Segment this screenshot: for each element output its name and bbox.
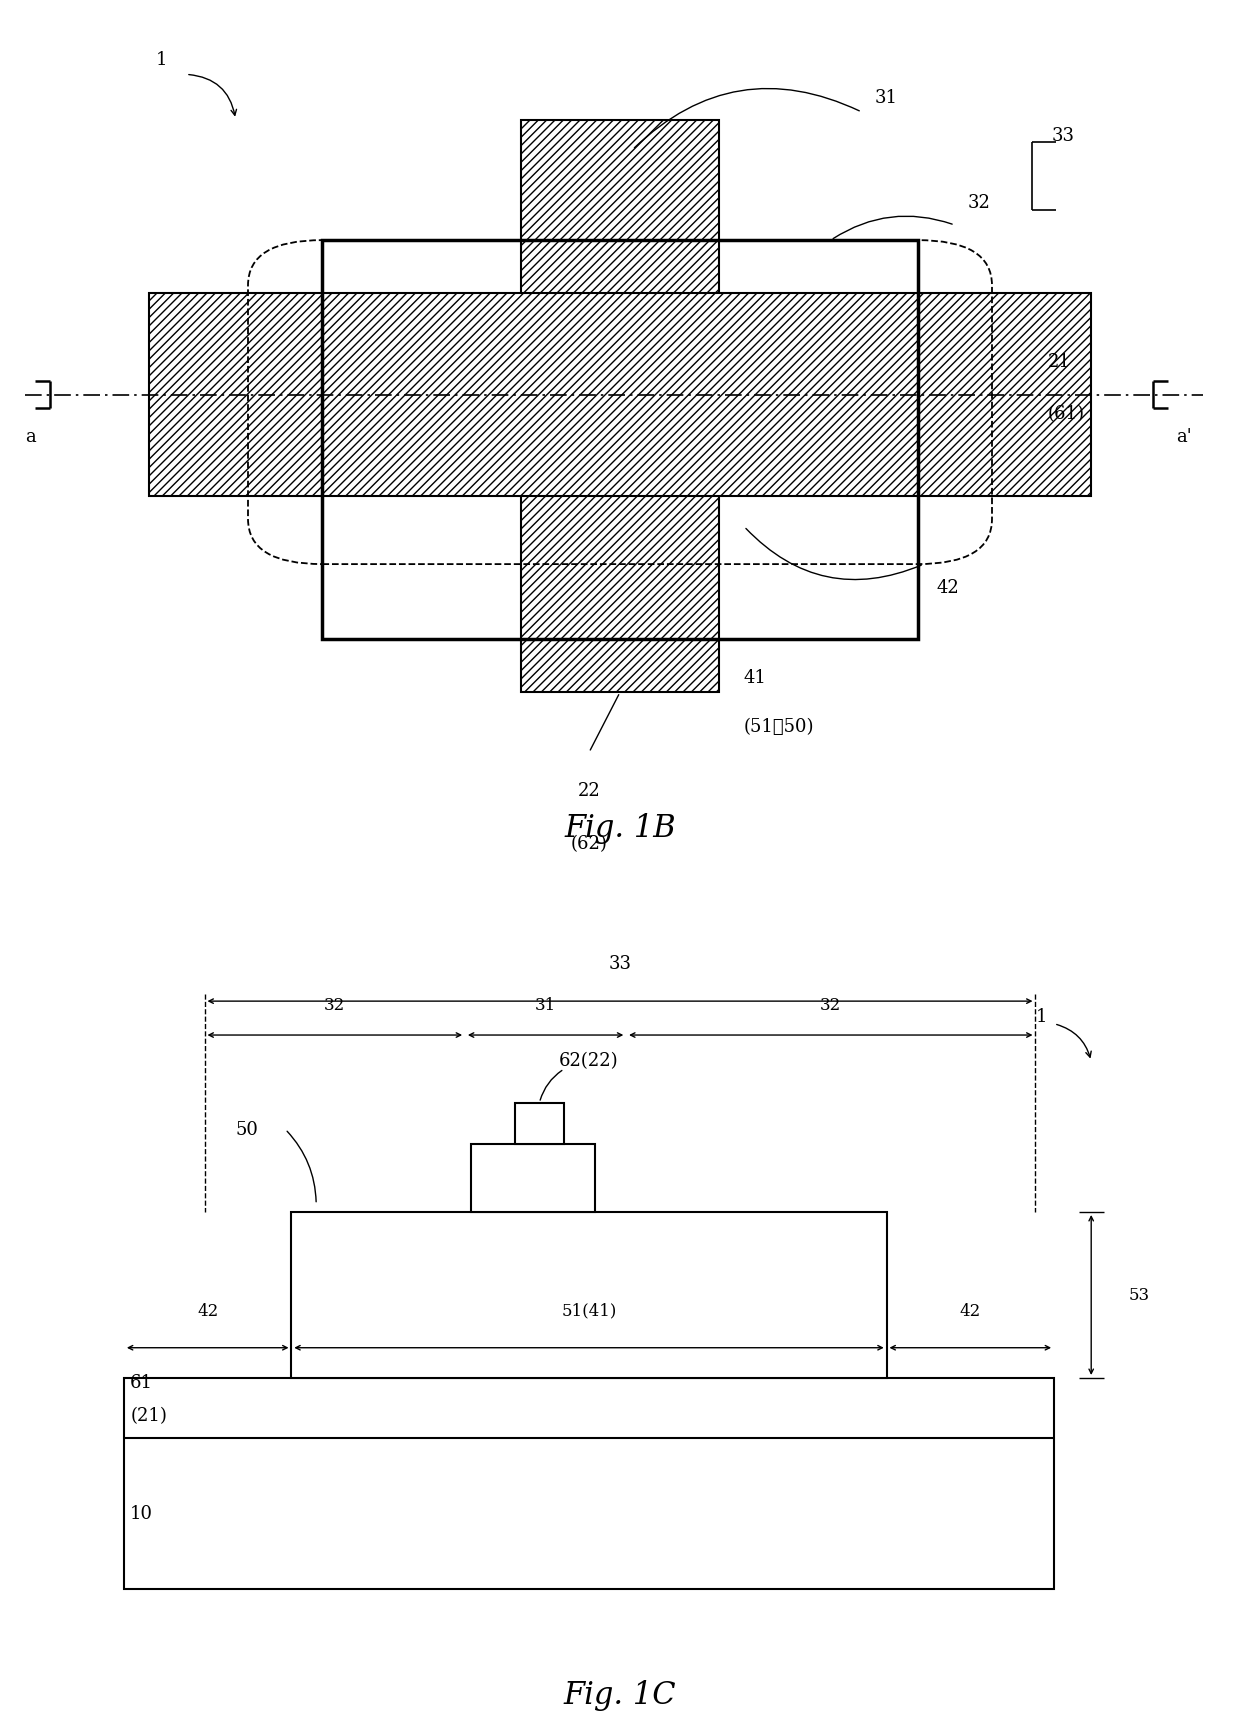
Text: (51・50): (51・50): [744, 717, 815, 736]
Text: 1: 1: [1035, 1008, 1048, 1025]
Text: 61: 61: [130, 1373, 154, 1391]
Text: 32: 32: [324, 998, 346, 1013]
Text: 33: 33: [1052, 126, 1075, 144]
Bar: [149, 294, 1091, 497]
Text: Fig. 1B: Fig. 1B: [564, 812, 676, 843]
Text: 21: 21: [1048, 353, 1070, 371]
Text: 32: 32: [967, 194, 990, 213]
Text: 33: 33: [609, 954, 631, 973]
Bar: [471, 1145, 595, 1212]
Text: 22: 22: [578, 781, 600, 800]
Bar: [515, 1103, 564, 1145]
Text: a: a: [26, 428, 36, 445]
Bar: [322, 241, 918, 641]
Bar: [521, 121, 719, 693]
Text: 41: 41: [744, 669, 766, 686]
Text: Fig. 1C: Fig. 1C: [564, 1678, 676, 1709]
Text: 42: 42: [197, 1302, 218, 1318]
Text: 42: 42: [960, 1302, 981, 1318]
Text: 42: 42: [936, 578, 959, 596]
Text: (61): (61): [1048, 405, 1085, 423]
Bar: [124, 1379, 1054, 1588]
Text: 32: 32: [820, 998, 842, 1013]
Text: a': a': [1177, 428, 1192, 445]
Text: 62(22): 62(22): [559, 1051, 619, 1069]
Text: 1: 1: [155, 52, 167, 69]
Text: (21): (21): [130, 1406, 167, 1425]
Text: 10: 10: [130, 1505, 154, 1522]
Text: 50: 50: [236, 1121, 258, 1138]
Text: 53: 53: [1128, 1287, 1149, 1304]
Text: (62): (62): [570, 835, 608, 852]
Text: 31: 31: [874, 88, 898, 107]
Text: 31: 31: [534, 998, 557, 1013]
Text: 51(41): 51(41): [562, 1302, 616, 1318]
Bar: [291, 1212, 887, 1379]
